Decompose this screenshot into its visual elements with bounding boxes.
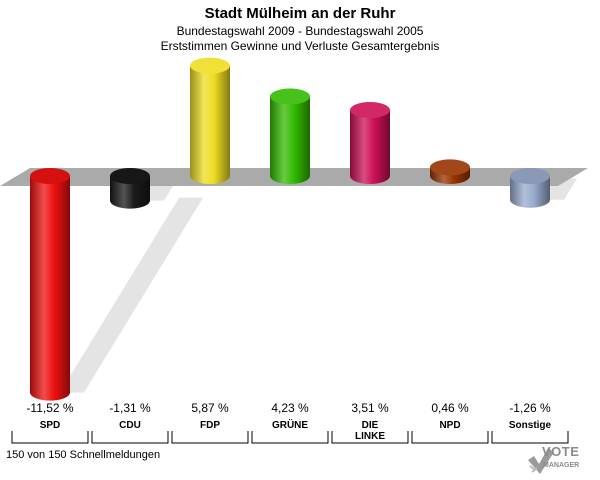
category-bracket: [491, 431, 569, 444]
vote-manager-logo: [528, 448, 554, 474]
category-label: FDP: [200, 420, 220, 431]
footer-note: 150 von 150 Schnellmeldungen: [6, 449, 161, 461]
value-label: 4,23 %: [271, 401, 309, 415]
value-label: -1,31 %: [109, 401, 151, 415]
bar-die-linke: [350, 102, 390, 184]
category-label: DIE LINKE: [355, 420, 385, 442]
category-bracket: [411, 431, 489, 444]
value-label: -11,52 %: [26, 401, 74, 415]
logo-text-manager: MANAGER: [543, 462, 580, 469]
value-label: -1,26 %: [509, 401, 551, 415]
value-label: 5,87 %: [191, 401, 229, 415]
bar-sonstige: [510, 168, 550, 208]
bar-shadow-spd: [60, 197, 204, 393]
category-label: GRÜNE: [271, 420, 309, 431]
bar-shadows: [60, 178, 578, 393]
chart-subtitle-2: Erststimmen Gewinne und Verluste Gesamte…: [160, 39, 440, 53]
category-bracket: [91, 431, 169, 444]
category-label: CDU: [119, 420, 141, 431]
category-bracket: [11, 431, 89, 444]
value-label: 3,51 %: [351, 401, 389, 415]
checkmark-icon: [528, 448, 554, 474]
category-bracket: [171, 431, 249, 444]
bar-fdp: [190, 57, 230, 184]
chart-title: Stadt Mülheim an der Ruhr: [204, 5, 396, 22]
category-label: NPD: [439, 420, 461, 431]
category-label: SPD: [39, 420, 61, 431]
bars: [30, 57, 550, 401]
category-label: Sonstige: [508, 420, 552, 431]
bar-grüne: [270, 88, 310, 184]
category-brackets: [11, 431, 569, 444]
value-label: 0,46 %: [431, 401, 469, 415]
bar-cdu: [110, 168, 150, 209]
chart-subtitle: Bundestagswahl 2009 - Bundestagswahl 200…: [176, 24, 424, 38]
bar-npd: [430, 159, 470, 184]
category-bracket: [251, 431, 329, 444]
bar-spd: [30, 168, 70, 401]
logo-text-vote: VOTE: [542, 444, 580, 459]
category-bracket: [331, 431, 409, 444]
